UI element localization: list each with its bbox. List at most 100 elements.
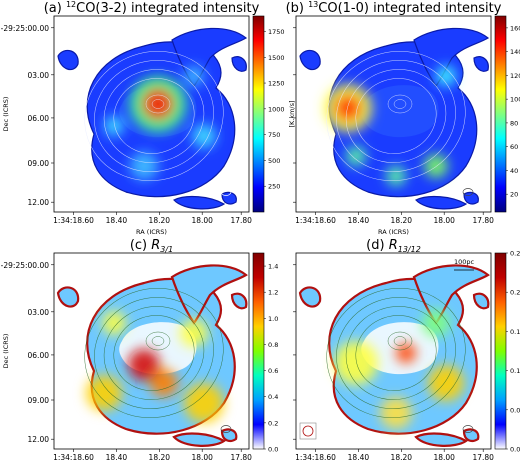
map-image [298, 264, 490, 447]
colorbar-gradient [494, 15, 507, 213]
panel-b: 1:34:18.60 18.40 18.20 18.00 17.80 RA (ICRS) (… [286, 0, 520, 236]
x-tick-label: 18.00 [433, 453, 455, 462]
contour [345, 69, 447, 163]
map-hotspot [346, 146, 366, 166]
y-tick-label: 09.00 [28, 159, 50, 168]
colorbar-tick-label: 0.0 [268, 446, 278, 454]
contour [84, 51, 224, 181]
colorbar-tick-label: 0.4 [268, 393, 278, 401]
colorbar-tick-label: 500 [268, 157, 280, 165]
x-tick-label: 18.40 [106, 453, 128, 462]
contour [326, 51, 466, 181]
emission-region [413, 27, 490, 88]
x-tick-label: 18.00 [191, 216, 213, 225]
emission-clump [472, 292, 490, 310]
title-subscript: 13/12 [398, 245, 421, 254]
colorbar-tick-label: 120 [510, 72, 520, 80]
title-math: R [389, 238, 398, 253]
contour [103, 306, 205, 400]
beam-ellipse [220, 188, 232, 196]
colorbar-tick-label: 0.8 [268, 341, 278, 349]
colorbar-label: [K.km/s] [288, 100, 296, 127]
contour [387, 94, 413, 114]
contour [393, 336, 407, 346]
panel-title: (c) R3/1 [130, 238, 173, 254]
panel-title: (d) R13/12 [366, 238, 421, 254]
panel-title: (a) 12CO(3-2) integrated intensity [44, 0, 260, 16]
colorbar-tick-label: 1.2 [268, 289, 278, 297]
map-hotspot [386, 166, 406, 186]
contour-lines [84, 288, 224, 418]
emission-clump [221, 191, 237, 205]
colorbar: 1.4 1.2 1.0 0.8 0.6 0.4 0.2 0.0 [252, 252, 278, 454]
map-image [299, 27, 490, 210]
map-hotspot [380, 397, 412, 429]
plot-frame [53, 252, 250, 450]
colorbar: 0.25 0.20 0.15 0.10 0.05 0.00 [494, 250, 520, 454]
colorbar-tick-label: 0.00 [510, 446, 520, 454]
contour [336, 60, 456, 172]
contour [151, 99, 165, 109]
y-tick-label: 12.00 [28, 198, 50, 207]
title-prefix: (b) [286, 1, 309, 16]
contour-lines [326, 51, 466, 181]
emission-clump [231, 56, 247, 72]
colorbar-gradient [494, 252, 507, 450]
map-hotspot [184, 383, 224, 423]
colorbar: 1750 1500 1250 1000 750 500 250 [K.km/s] [252, 15, 296, 213]
emission-clump [173, 195, 226, 210]
emission-clump [172, 432, 227, 447]
colorbar-gradient [252, 15, 265, 213]
colorbar-tick-label: 0.10 [510, 367, 520, 375]
x-tick-label: 18.20 [391, 216, 413, 225]
contour [326, 288, 466, 418]
plot-frame [295, 15, 492, 213]
x-axis-label: RA (ICRS) [378, 228, 409, 236]
map-highlights [86, 311, 224, 423]
contour [151, 336, 165, 346]
map-hotspot [424, 154, 448, 178]
emission-clump [462, 428, 480, 442]
map-highlights [104, 66, 216, 180]
contour [113, 315, 195, 391]
map-hotspot [192, 124, 216, 148]
y-tick-label: -29:25:00.00 [1, 24, 50, 33]
colorbar-tick-label: 1.0 [268, 315, 278, 323]
emission-region [170, 264, 248, 325]
emission-clump [415, 195, 468, 210]
scalebar-label: 100pc [454, 258, 475, 266]
title-superscript: 13 [308, 0, 318, 9]
colorbar-tick-label: 750 [268, 131, 280, 139]
beam-ellipse [220, 425, 232, 433]
contour [355, 315, 437, 391]
emission-clump [230, 292, 248, 310]
title-prefix: (d) [366, 238, 389, 253]
colorbar-tick-label: 0.20 [510, 289, 520, 297]
y-tick-label: 12.00 [28, 435, 50, 444]
colorbar-tick-label: 1750 [268, 28, 285, 36]
x-tick-label: 18.00 [433, 216, 455, 225]
contour [345, 306, 447, 400]
title-math: R [151, 238, 160, 253]
map-image [56, 264, 248, 447]
x-tick-label: 17.80 [230, 453, 252, 462]
emission-clump [299, 49, 321, 71]
colorbar: 16014012010080604020[K.km/s] [494, 15, 520, 213]
colorbar-tick-label: 1250 [268, 80, 285, 88]
colorbar-tick-label: 0.15 [510, 328, 520, 336]
x-tick-label: 1:34:18.60 [53, 453, 94, 462]
contour [145, 331, 171, 351]
emission-clump [298, 286, 322, 308]
colorbar-tick-label: 1500 [268, 54, 285, 62]
colorbar-tick-label: 0.6 [268, 367, 278, 375]
title-subscript: 3/1 [160, 245, 173, 254]
map-inner-region [361, 85, 439, 138]
plot-frame [53, 15, 250, 213]
map-hotspot [334, 341, 378, 385]
contour-lines [84, 51, 224, 181]
map-image [57, 27, 248, 210]
map-hotspot [104, 116, 124, 136]
title-text: CO(1-0) integrated intensity [318, 1, 501, 16]
y-tick-label: -29:25:00.00 [1, 261, 50, 270]
